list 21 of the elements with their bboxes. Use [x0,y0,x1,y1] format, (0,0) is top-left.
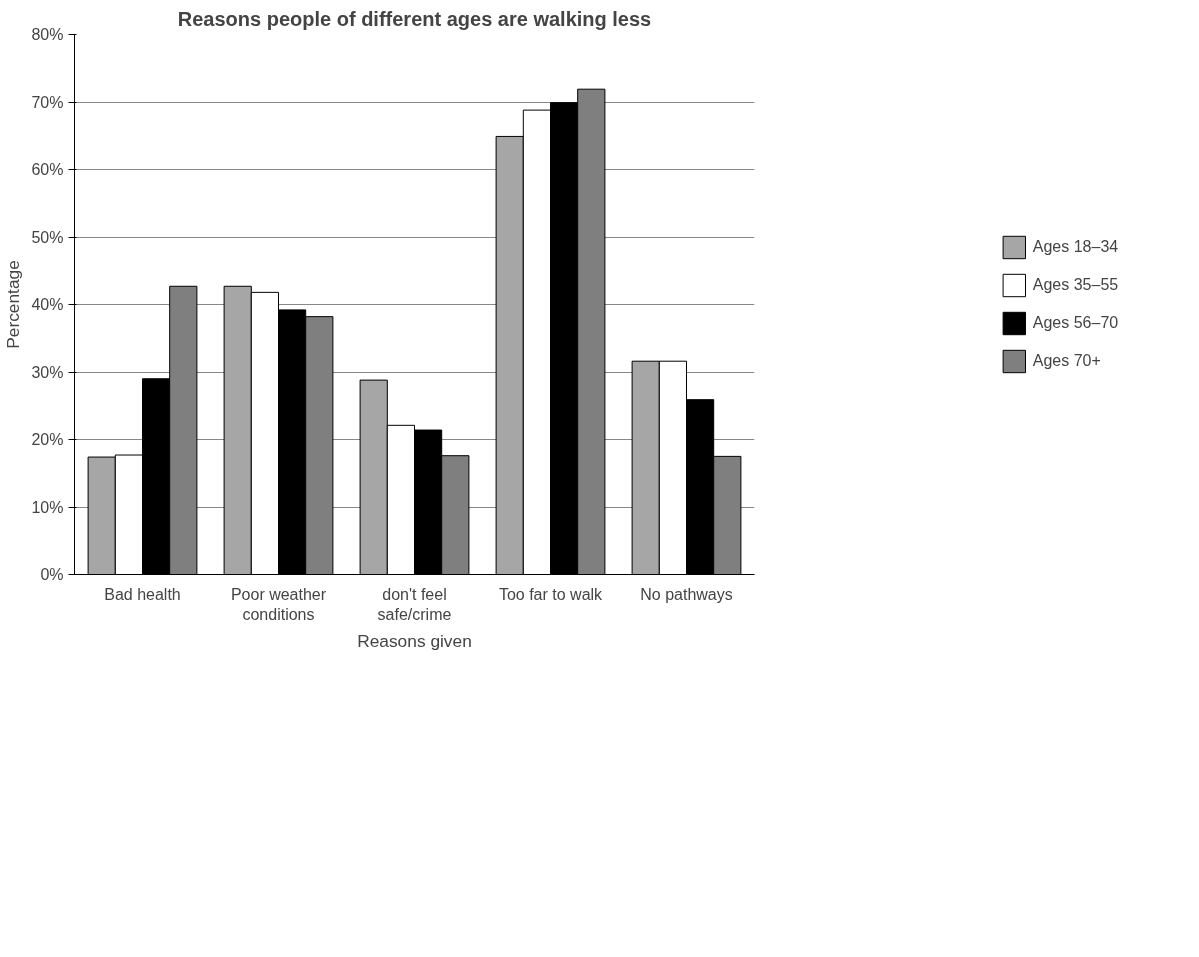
y-tick-label: 50% [31,228,64,246]
x-tick-label: Poor weather conditions [230,585,327,623]
chart-title: Reasons people of different ages are walking less [177,7,652,30]
x-axis-title: Reasons given [357,630,472,651]
x-tick-label: No pathways [640,585,733,603]
y-tick-label: 30% [31,363,64,381]
x-tick-label: Bad health [104,585,181,603]
y-tick-label: 70% [31,93,64,111]
legend-label: Ages 35–55 [1032,276,1119,294]
y-tick-label: 10% [31,498,64,516]
legend-label: Ages 18–34 [1032,238,1119,256]
y-axis-title: Percentage [3,260,24,349]
x-tick-label: Too far to walk [498,585,604,603]
legend-label: Ages 70+ [1032,352,1101,370]
x-tick-label: don't feel safe/crime [377,585,452,623]
y-tick-label: 40% [31,296,64,313]
y-tick-label: 0% [40,566,64,583]
y-tick-label: 80% [31,26,64,43]
y-tick-label: 60% [31,161,64,178]
legend-label: Ages 56–70 [1032,314,1119,332]
y-tick-label: 20% [31,431,64,448]
